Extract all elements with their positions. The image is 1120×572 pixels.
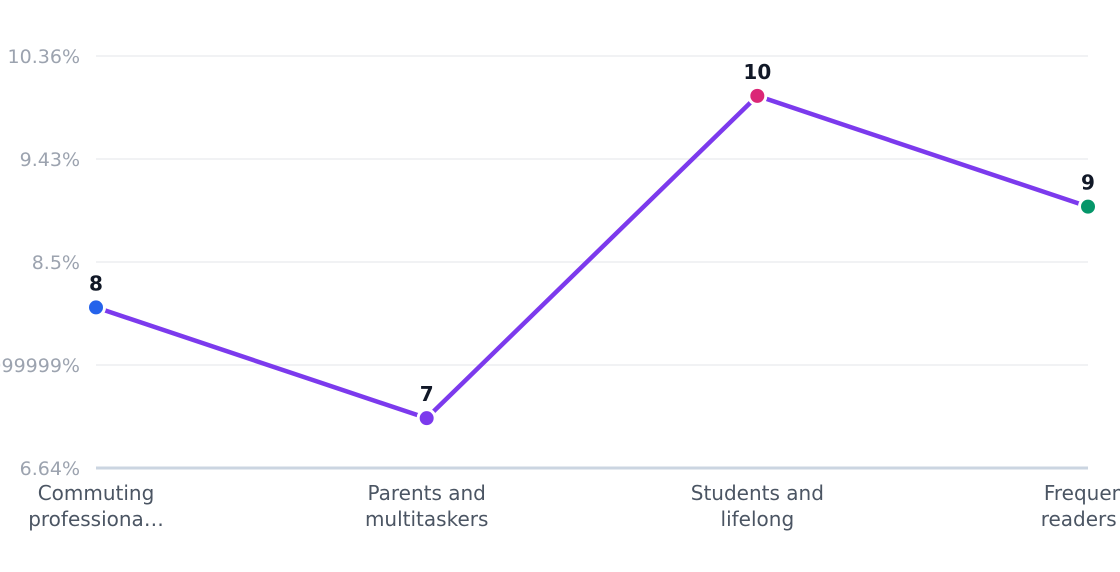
x-tick-label: Students and lifelong [691,481,824,531]
data-label: 10 [743,60,771,84]
data-point [747,85,768,106]
x-tick-label: Frequentreaders a [1041,481,1120,531]
x-tick-line: professiona… [28,507,164,531]
x-tick-label: Parents and multitaskers [365,481,488,531]
y-tick-label: 8.5% [32,252,80,274]
y-tick-label: 7.5699999999% [0,355,80,377]
x-tick-label: Commuting professiona… [28,481,164,531]
x-tick-line: Frequent [1044,481,1120,505]
x-tick-line: Parents and [367,481,485,505]
y-tick-label: 6.64% [20,458,80,480]
series: 8 7 10 9 [86,60,1098,429]
data-point [1078,196,1098,217]
series-line [93,93,1091,421]
x-tick-line: lifelong [721,507,795,531]
y-axis-ticks: 6.64% 7.5699999999% 8.5% 9.43% 10.36% [0,46,80,480]
x-tick-line: Students and [691,481,824,505]
data-point [86,297,106,318]
x-axis-ticks: Commuting professiona… Parents and multitas… [28,481,1120,531]
y-tick-label: 9.43% [20,149,80,171]
x-tick-line: multitaskers [365,507,488,531]
data-label: 8 [89,271,103,295]
x-tick-line: readers a [1041,507,1120,531]
y-tick-label: 10.36% [8,46,80,68]
data-point [416,408,437,429]
grid-lines [96,55,1088,366]
data-label: 9 [1081,171,1095,195]
x-tick-line: Commuting [38,481,155,505]
data-label: 7 [420,382,434,406]
